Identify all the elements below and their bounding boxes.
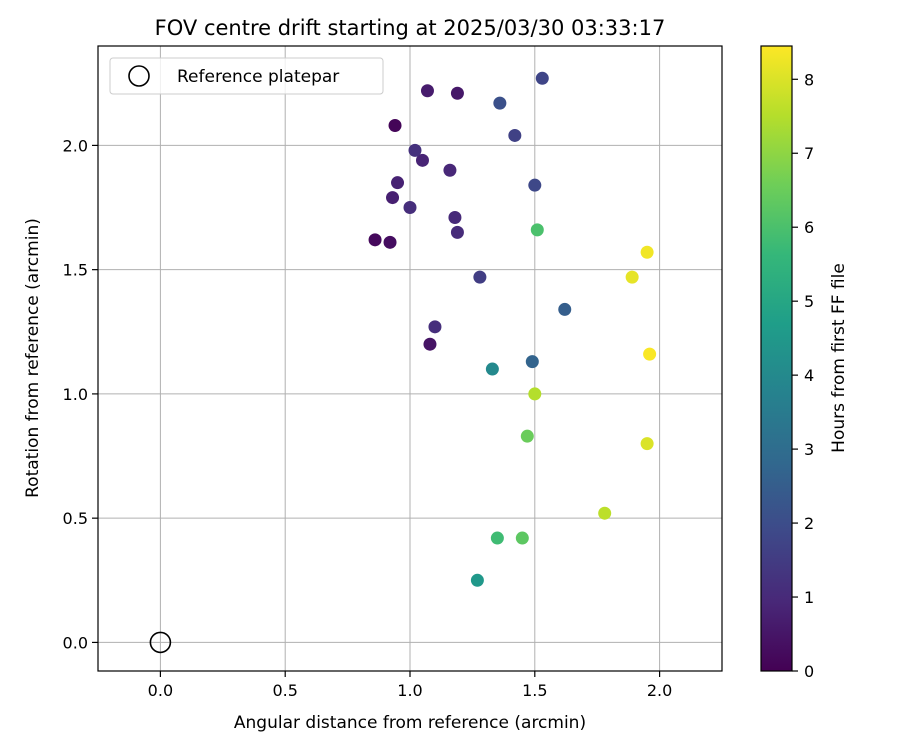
colorbar-tick-label: 5 (804, 292, 814, 311)
plot-area: 0.0 0.5 1.0 1.5 2.0 0.0 0.5 1.0 1.5 2.0 (63, 45, 723, 700)
y-tick-label: 0.0 (63, 633, 88, 652)
data-point (420, 84, 434, 98)
x-tick-label: 1.5 (522, 681, 547, 700)
data-point (415, 153, 429, 167)
data-point (443, 163, 457, 177)
colorbar-tick-label: 7 (804, 144, 814, 163)
data-points (368, 71, 657, 587)
x-tick-label: 2.0 (647, 681, 672, 700)
data-point (368, 233, 382, 247)
data-point (388, 119, 402, 133)
colorbar-ticks: 0 1 2 3 4 5 6 7 8 (792, 70, 814, 681)
colorbar-tick-label: 0 (804, 662, 814, 681)
data-point (493, 96, 507, 110)
data-point (386, 191, 400, 205)
data-point (450, 225, 464, 239)
colorbar-tick-label: 3 (804, 440, 814, 459)
colorbar-tick-label: 1 (804, 588, 814, 607)
data-point (508, 128, 522, 142)
data-point (528, 387, 542, 401)
data-point (448, 210, 462, 224)
data-point (408, 143, 422, 157)
data-point (383, 235, 397, 249)
data-point (515, 531, 529, 545)
x-axis-label: Angular distance from reference (arcmin) (234, 713, 586, 733)
data-point (423, 337, 437, 351)
colorbar-gradient (761, 46, 792, 671)
data-point (530, 223, 544, 237)
y-axis-ticks: 0.0 0.5 1.0 1.5 2.0 (63, 136, 98, 652)
reference-platepar-marker (149, 631, 172, 654)
y-tick-label: 2.0 (63, 136, 88, 155)
x-tick-label: 0.0 (148, 681, 173, 700)
chart-title: FOV centre drift starting at 2025/03/30 … (155, 16, 666, 40)
data-point (625, 270, 639, 284)
data-point (640, 245, 654, 259)
data-point (525, 355, 539, 369)
colorbar-tick-label: 6 (804, 218, 814, 237)
legend-box (109, 57, 384, 95)
colorbar-label: Hours from first FF file (829, 263, 849, 453)
data-point (485, 362, 499, 376)
data-point (558, 302, 572, 316)
data-point (490, 531, 504, 545)
legend-label-reference: Reference platepar (177, 67, 339, 87)
data-point (528, 178, 542, 192)
x-tick-label: 1.0 (397, 681, 422, 700)
y-tick-label: 0.5 (63, 509, 88, 528)
data-point (640, 437, 654, 451)
data-point (598, 506, 612, 520)
colorbar-tick-label: 2 (804, 514, 814, 533)
colorbar-tick-label: 8 (804, 70, 814, 89)
data-point (470, 573, 484, 587)
legend: Reference platepar (109, 57, 384, 95)
x-axis-ticks: 0.0 0.5 1.0 1.5 2.0 (148, 671, 672, 700)
data-point (643, 347, 657, 361)
data-point (450, 86, 464, 100)
data-point (473, 270, 487, 284)
legend-marker-reference (128, 65, 150, 87)
y-axis-label: Rotation from reference (arcmin) (23, 218, 43, 498)
data-point (520, 429, 534, 443)
y-tick-label: 1.5 (63, 261, 88, 280)
y-tick-label: 1.0 (63, 385, 88, 404)
colorbar-tick-label: 4 (804, 366, 814, 385)
x-tick-label: 0.5 (272, 681, 297, 700)
colorbar: 0 1 2 3 4 5 6 7 8 Hours from first FF file (760, 45, 849, 681)
data-point (403, 201, 417, 215)
colorbar-frame (760, 45, 793, 672)
data-point (391, 176, 405, 190)
data-point (535, 71, 549, 85)
data-point (428, 320, 442, 334)
